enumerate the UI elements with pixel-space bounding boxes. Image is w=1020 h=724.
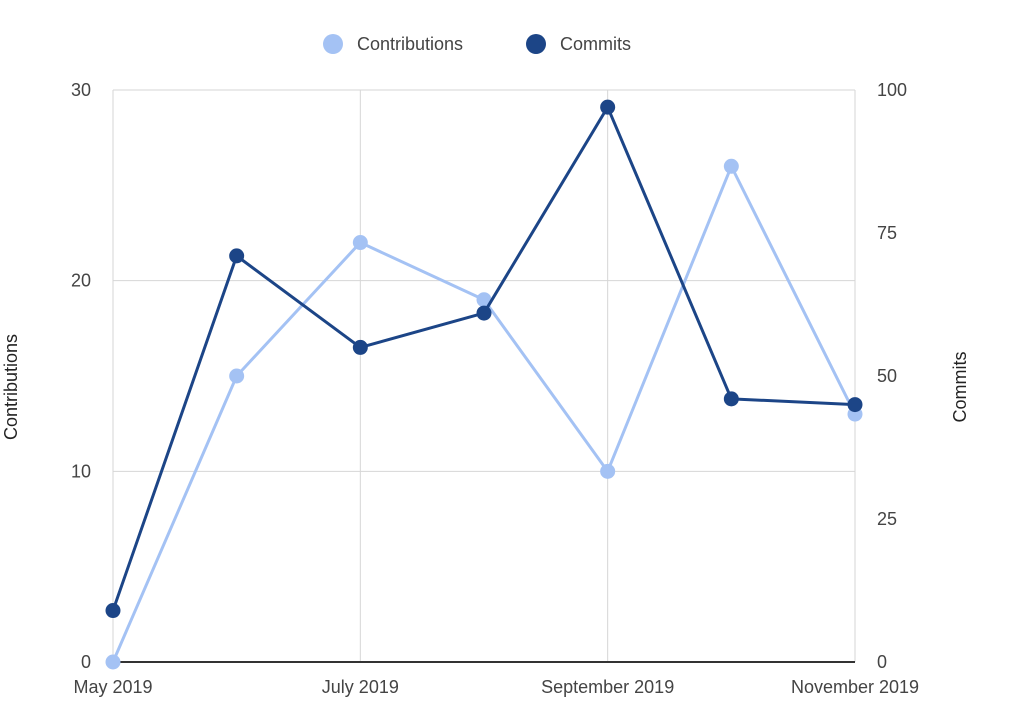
contributions-point bbox=[105, 654, 121, 670]
y-left-tick-label: 20 bbox=[71, 271, 91, 291]
contributions-point bbox=[352, 235, 368, 251]
x-tick-label: November 2019 bbox=[791, 677, 919, 697]
series-layer bbox=[105, 99, 863, 670]
y-right-tick-label: 0 bbox=[877, 652, 887, 672]
commits-point bbox=[600, 99, 616, 115]
legend-label-commits: Commits bbox=[560, 34, 631, 54]
y-right-axis-title: Commits bbox=[950, 352, 970, 423]
contributions-point bbox=[723, 158, 739, 174]
y-right-tick-label: 50 bbox=[877, 366, 897, 386]
y-left-tick-label: 10 bbox=[71, 461, 91, 481]
commits-point bbox=[723, 391, 739, 407]
contributions-point bbox=[600, 463, 616, 479]
y-right-tick-label: 100 bbox=[877, 80, 907, 100]
contributions-line bbox=[111, 164, 857, 664]
commits-point bbox=[476, 305, 492, 321]
axes: 0 10 20 30 May 2019 July 2019 September 2019 No… bbox=[71, 80, 919, 697]
x-tick-label: May 2019 bbox=[73, 677, 152, 697]
y-left-tick-label: 30 bbox=[71, 80, 91, 100]
commits-point bbox=[105, 603, 121, 619]
x-tick-label: July 2019 bbox=[322, 677, 399, 697]
legend-marker-commits bbox=[526, 34, 546, 54]
y-right-tick-label: 75 bbox=[877, 223, 897, 243]
contributions-point bbox=[476, 292, 492, 308]
grid-lines bbox=[112, 89, 856, 662]
commits-point bbox=[847, 397, 863, 413]
y-right-tick-label: 25 bbox=[877, 509, 897, 529]
contributions-point bbox=[229, 368, 245, 384]
y-left-axis-title: Contributions bbox=[1, 334, 21, 440]
commits-point bbox=[229, 248, 245, 264]
legend-label-contributions: Contributions bbox=[357, 34, 463, 54]
commits-point bbox=[352, 339, 368, 355]
commits-line bbox=[111, 105, 857, 613]
legend-marker-contributions bbox=[323, 34, 343, 54]
x-tick-label: September 2019 bbox=[541, 677, 674, 697]
y-left-tick-label: 0 bbox=[81, 652, 91, 672]
legend: Contributions Commits bbox=[323, 34, 631, 54]
